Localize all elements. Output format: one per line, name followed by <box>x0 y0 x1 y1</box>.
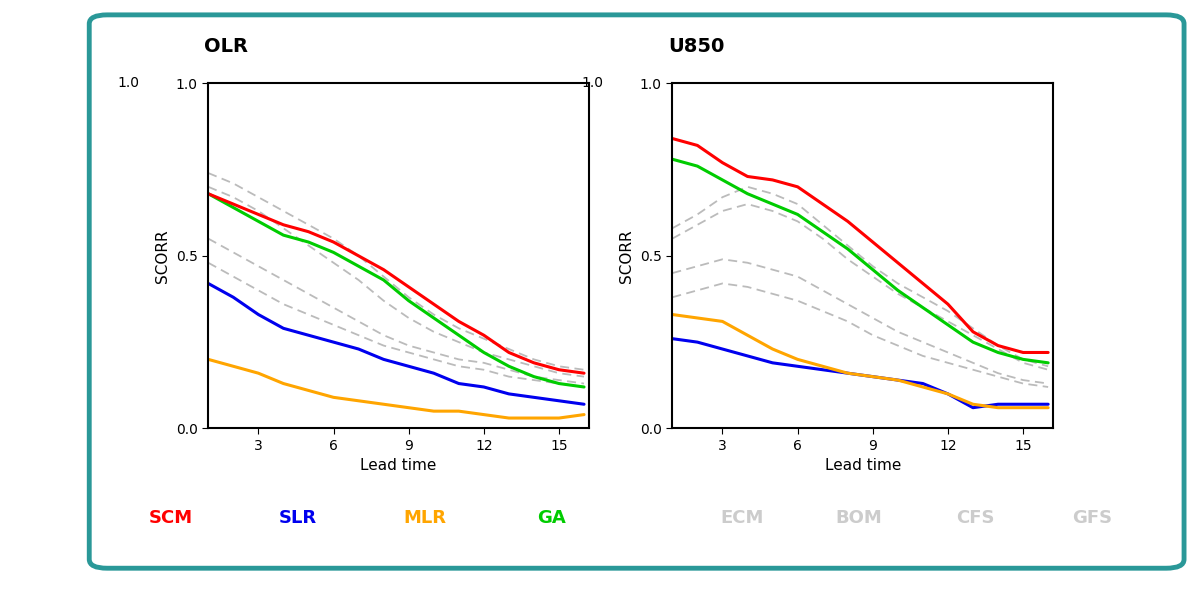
FancyBboxPatch shape <box>89 15 1184 568</box>
Text: SCM: SCM <box>149 509 193 527</box>
Text: BOM: BOM <box>835 509 883 527</box>
Text: 1.0: 1.0 <box>582 76 603 90</box>
Text: SLR: SLR <box>278 509 317 527</box>
X-axis label: Lead time: Lead time <box>361 458 437 474</box>
Text: MLR: MLR <box>403 509 446 527</box>
Text: GFS: GFS <box>1072 509 1113 527</box>
Text: 1.0: 1.0 <box>118 76 139 90</box>
Text: OLR: OLR <box>205 37 249 56</box>
Text: ECM: ECM <box>721 509 764 527</box>
Y-axis label: SCORR: SCORR <box>619 229 634 283</box>
X-axis label: Lead time: Lead time <box>825 458 901 474</box>
Y-axis label: SCORR: SCORR <box>155 229 170 283</box>
Text: GA: GA <box>538 509 566 527</box>
Text: U850: U850 <box>669 37 725 56</box>
Text: CFS: CFS <box>957 509 995 527</box>
